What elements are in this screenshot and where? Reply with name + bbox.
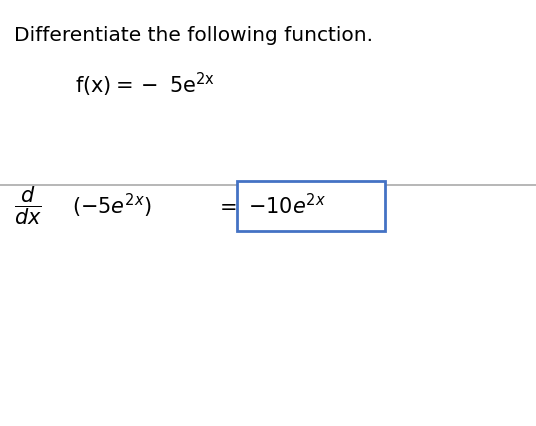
Text: Differentiate the following function.: Differentiate the following function. [14,26,373,45]
Text: $(-5e^{2x})$: $(-5e^{2x})$ [72,192,152,220]
Text: $\mathsf{f(x) = -\ 5e^{2x}}$: $\mathsf{f(x) = -\ 5e^{2x}}$ [75,71,215,99]
Bar [237,181,385,231]
Text: $=$: $=$ [215,196,236,216]
Text: $\dfrac{d}{dx}$: $\dfrac{d}{dx}$ [14,185,42,227]
Text: $-10e^{2x}$: $-10e^{2x}$ [248,193,326,219]
